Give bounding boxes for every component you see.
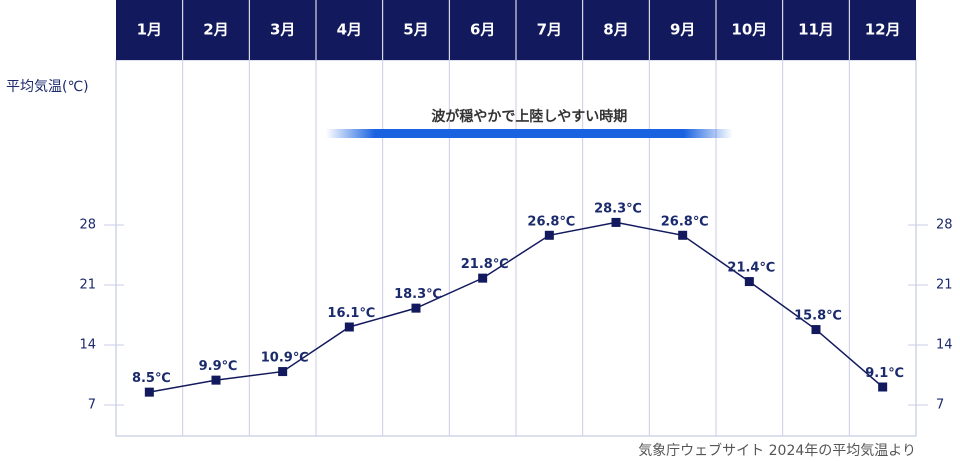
- month-header-cell: [382, 0, 450, 60]
- data-point-marker: [211, 375, 221, 385]
- month-header-label: 3月: [270, 21, 295, 39]
- y-tick-label-left: 21: [79, 278, 96, 293]
- month-header-cell: [582, 0, 650, 60]
- data-point-marker: [544, 230, 554, 240]
- data-label: 9.1℃: [865, 366, 904, 381]
- month-header-cell: [449, 0, 516, 60]
- month-header-label: 9月: [670, 21, 695, 39]
- data-label: 26.8℃: [661, 214, 709, 229]
- month-header-label: 8月: [603, 21, 628, 39]
- month-header-label: 1月: [137, 21, 162, 39]
- data-point-marker: [144, 387, 154, 397]
- month-header-label: 6月: [470, 21, 495, 39]
- data-point-marker: [278, 367, 288, 377]
- data-label: 21.8℃: [461, 257, 509, 272]
- data-point-marker: [878, 382, 888, 392]
- annotation-band: [326, 129, 733, 138]
- y-tick-label-right: 14: [936, 338, 953, 353]
- data-label: 18.3℃: [394, 287, 442, 302]
- month-header-label: 11月: [798, 21, 834, 39]
- month-header-cell: [849, 0, 916, 60]
- data-point-marker: [678, 230, 688, 240]
- month-header-label: 4月: [337, 21, 362, 39]
- y-axis-label: 平均気温(℃): [6, 79, 89, 95]
- annotation-text: 波が穏やかで上陸しやすい時期: [431, 108, 627, 125]
- data-point-marker: [811, 325, 821, 335]
- month-header-cell: [182, 0, 250, 60]
- data-label: 9.9℃: [199, 359, 238, 374]
- data-label: 28.3℃: [594, 201, 642, 216]
- month-header-cell: [316, 0, 383, 60]
- y-tick-label-left: 7: [88, 398, 96, 413]
- data-point-marker: [611, 217, 621, 227]
- source-note: 気象庁ウェブサイト 2024年の平均気温より: [638, 442, 916, 459]
- month-header-cell: [716, 0, 783, 60]
- month-header-cell: [249, 0, 316, 60]
- month-header-label: 5月: [403, 21, 428, 39]
- y-tick-label-left: 14: [79, 338, 96, 353]
- y-tick-label-right: 7: [936, 398, 944, 413]
- month-header-cell: [116, 0, 183, 60]
- data-label: 21.4℃: [727, 261, 775, 276]
- y-tick-label-right: 21: [936, 278, 953, 293]
- data-label: 8.5℃: [132, 371, 171, 386]
- data-label: 26.8℃: [527, 214, 575, 229]
- month-header-label: 12月: [865, 21, 901, 39]
- data-label: 16.1℃: [327, 306, 375, 321]
- y-tick-label-right: 28: [936, 218, 953, 233]
- month-header-label: 2月: [203, 21, 228, 39]
- data-point-marker: [411, 303, 421, 313]
- data-point-marker: [744, 277, 754, 287]
- month-header-cell: [649, 0, 716, 60]
- month-header-label: 10月: [731, 21, 767, 39]
- data-point-marker: [478, 273, 488, 283]
- temperature-line: [149, 221, 884, 393]
- data-label: 10.9℃: [261, 351, 309, 366]
- y-tick-label-left: 28: [79, 218, 96, 233]
- month-header-label: 7月: [537, 21, 562, 39]
- data-label: 15.8℃: [794, 309, 842, 324]
- month-header-cell: [516, 0, 583, 60]
- data-point-marker: [344, 322, 354, 332]
- month-header-cell: [782, 0, 850, 60]
